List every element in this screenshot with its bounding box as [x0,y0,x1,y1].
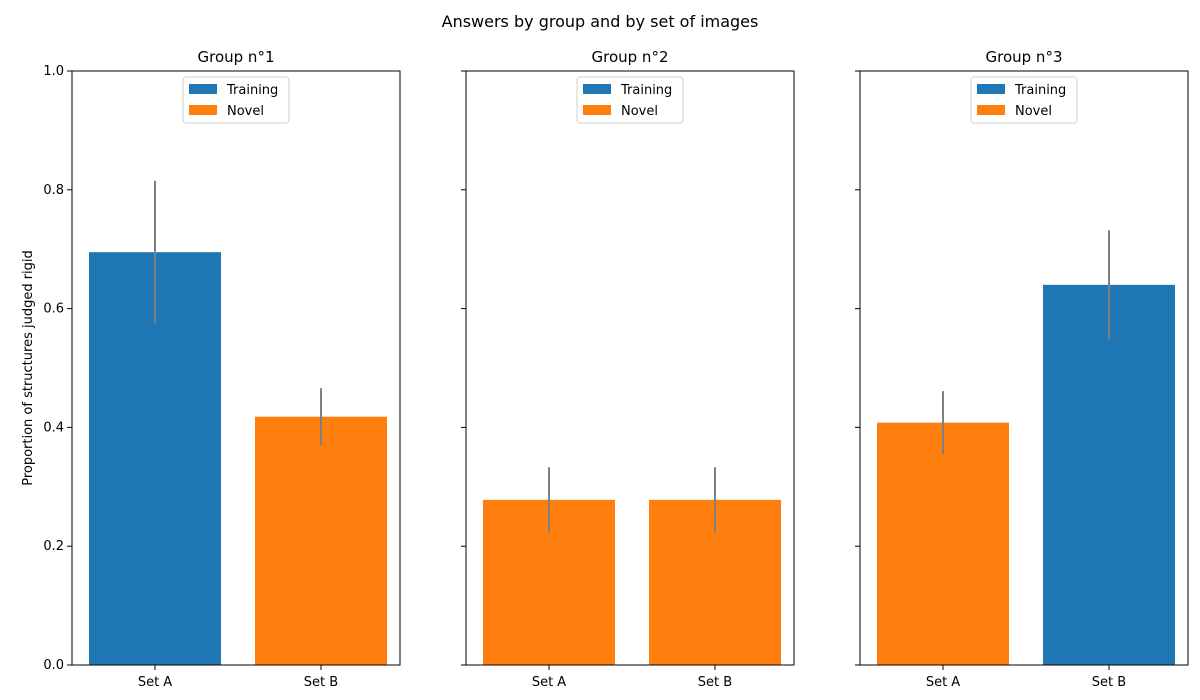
panel-3: Set A Set B Group n°3 Training Novel [855,48,1189,690]
panel-2: Set A Set B Group n°2 Training Novel [461,48,795,690]
legend-swatch-training [189,84,217,94]
y-tick-label: 0.0 [43,658,64,673]
legend-label: Novel [227,104,264,119]
legend: Training Novel [970,76,1078,124]
y-axis-label: Proportion of structures judged rigid [21,250,36,486]
x-tick-label: Set B [1092,675,1126,690]
legend-label: Novel [621,104,658,119]
x-tick-label: Set B [304,675,338,690]
legend-label: Novel [1015,104,1052,119]
legend-swatch-novel [189,105,217,115]
panel-title: Group n°1 [198,48,275,66]
panels: 0.0 0.2 0.4 0.6 0.8 1.0 Set A Set B Group n°1 Tra… [43,48,1189,690]
y-tick-label: 1.0 [43,64,64,79]
bar-set-b [1043,284,1175,665]
y-tick-label: 0.6 [43,302,64,317]
axes-frame [71,70,401,666]
figure-title: Answers by group and by set of images [442,12,759,31]
x-tick-label: Set A [138,675,172,690]
x-tick-label: Set B [698,675,732,690]
legend-label: Training [226,83,278,98]
legend-swatch-training [977,84,1005,94]
x-tick-label: Set A [926,675,960,690]
axes-frame [859,70,1189,666]
y-tick-label: 0.4 [43,420,64,435]
legend-swatch-novel [977,105,1005,115]
legend-swatch-novel [583,105,611,115]
bar-set-b [255,416,387,665]
panel-title: Group n°2 [592,48,669,66]
y-tick-label: 0.8 [43,183,64,198]
y-tick-label: 0.2 [43,539,64,554]
panel-1: 0.0 0.2 0.4 0.6 0.8 1.0 Set A Set B Group n°1 Tra… [43,48,401,690]
x-tick-label: Set A [532,675,566,690]
bar-set-a [877,422,1009,665]
legend-label: Training [620,83,672,98]
legend: Training Novel [576,76,684,124]
panel-title: Group n°3 [986,48,1063,66]
legend-swatch-training [583,84,611,94]
legend-label: Training [1014,83,1066,98]
axes-frame [465,70,795,666]
legend: Training Novel [182,76,290,124]
